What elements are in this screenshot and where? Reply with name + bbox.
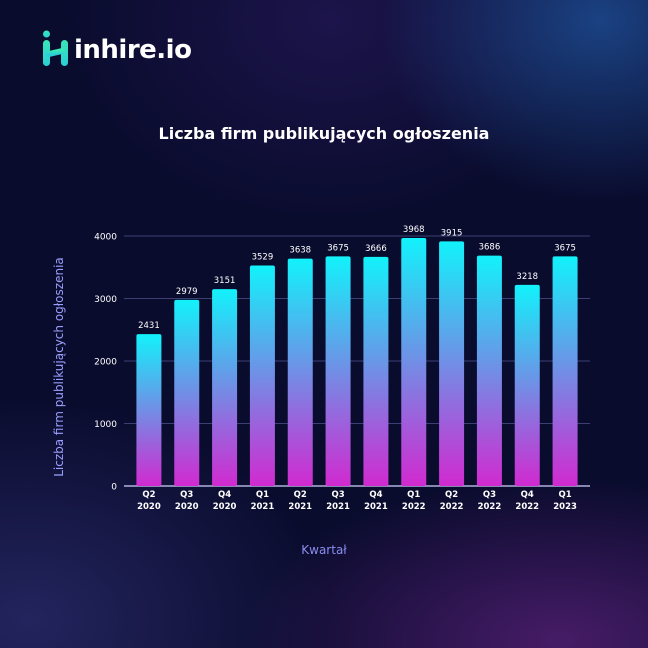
x-tick-label-year: 2021 <box>326 502 350 512</box>
x-tick-label-quarter: Q4 <box>218 490 231 500</box>
x-tick-label-quarter: Q2 <box>445 490 458 500</box>
x-tick-label-year: 2021 <box>288 502 312 512</box>
x-tick-label-quarter: Q4 <box>521 490 534 500</box>
y-tick-label: 4000 <box>94 233 117 243</box>
data-label: 3666 <box>365 244 387 254</box>
data-label: 3686 <box>479 243 501 253</box>
x-tick-label-year: 2023 <box>553 502 577 512</box>
bar <box>249 265 275 486</box>
brand-logo: inhire.io <box>41 30 192 70</box>
bar <box>174 299 200 486</box>
bar <box>212 289 238 486</box>
x-tick-label-quarter: Q1 <box>559 490 572 500</box>
x-tick-label-year: 2022 <box>478 502 502 512</box>
x-tick-label-quarter: Q4 <box>369 490 382 500</box>
x-tick-label-year: 2022 <box>402 502 426 512</box>
data-label: 3151 <box>214 276 236 286</box>
data-label: 3529 <box>252 252 274 262</box>
x-tick-label-quarter: Q3 <box>332 490 345 500</box>
x-tick-label-year: 2022 <box>515 502 539 512</box>
bar <box>552 256 578 486</box>
bar <box>325 256 351 486</box>
x-tick-label-quarter: Q3 <box>180 490 193 500</box>
x-tick-label-quarter: Q2 <box>142 490 155 500</box>
bar <box>514 284 540 486</box>
x-tick-label-year: 2020 <box>175 502 199 512</box>
bar <box>476 255 502 486</box>
data-label: 3218 <box>516 272 538 282</box>
data-label: 2431 <box>138 321 160 331</box>
bar <box>287 258 313 486</box>
y-tick-label: 2000 <box>94 358 117 368</box>
x-axis-label: Kwartał <box>301 543 347 557</box>
y-tick-label: 0 <box>111 483 117 493</box>
data-label: 3968 <box>403 225 425 235</box>
x-tick-label-quarter: Q3 <box>483 490 496 500</box>
x-tick-label-quarter: Q1 <box>256 490 269 500</box>
logo-mark-icon <box>43 30 68 66</box>
bar <box>363 256 389 486</box>
data-label: 3915 <box>441 228 463 238</box>
x-tick-label-year: 2021 <box>364 502 388 512</box>
data-label: 3675 <box>554 243 576 253</box>
bar <box>136 334 162 486</box>
data-label: 2979 <box>176 287 198 297</box>
y-axis-label: Liczba firm publikujących ogłoszenia <box>52 257 66 477</box>
y-tick-label: 3000 <box>94 295 117 305</box>
data-label: 3675 <box>327 243 349 253</box>
x-tick-label-year: 2020 <box>137 502 161 512</box>
bar <box>401 238 427 486</box>
bar <box>439 241 465 486</box>
x-tick-label-quarter: Q1 <box>407 490 420 500</box>
x-tick-label-year: 2022 <box>440 502 464 512</box>
brand-name: inhire.io <box>74 35 192 65</box>
x-tick-label-quarter: Q2 <box>294 490 307 500</box>
chart-title: Liczba firm publikujących ogłoszenia <box>158 124 490 143</box>
x-tick-label-year: 2020 <box>213 502 237 512</box>
data-label: 3638 <box>289 246 311 256</box>
x-tick-label-year: 2021 <box>251 502 275 512</box>
y-tick-label: 1000 <box>94 420 117 430</box>
